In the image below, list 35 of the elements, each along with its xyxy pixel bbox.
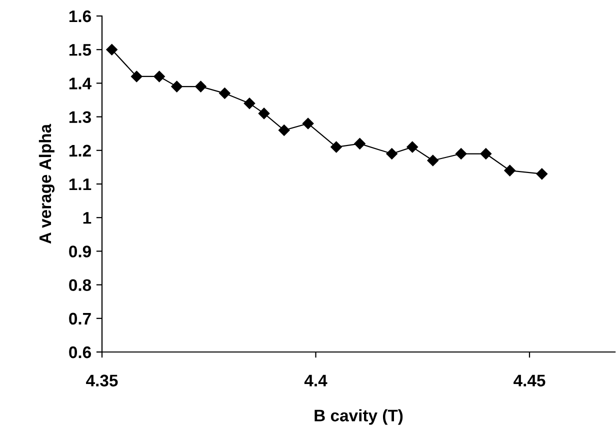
x-tick-label: 4.4 <box>304 374 328 386</box>
point <box>536 168 548 180</box>
x-tick-label: 4.35 <box>86 374 118 386</box>
point <box>480 148 492 160</box>
point <box>330 141 342 153</box>
point <box>131 70 142 82</box>
y-tick-label: 1 <box>83 212 92 224</box>
y-tick-label: 0.9 <box>69 246 91 258</box>
point <box>258 108 270 120</box>
point <box>195 80 206 92</box>
point <box>244 98 256 109</box>
y-tick-label: 0.8 <box>69 279 92 292</box>
point <box>455 148 467 160</box>
point <box>171 80 182 92</box>
point <box>154 70 165 82</box>
x-axis-title: B cavity (T) <box>314 409 403 425</box>
y-tick-label: 1.3 <box>69 111 91 124</box>
point <box>427 154 438 166</box>
point <box>302 118 314 130</box>
point <box>106 44 118 56</box>
y-tick-label: 1.5 <box>69 44 92 56</box>
point <box>278 124 290 136</box>
y-axis-title: A verage Alpha <box>38 124 55 244</box>
point <box>219 88 230 99</box>
x-tick-label: 4.45 <box>514 374 546 386</box>
y-tick-label: 1.6 <box>69 10 91 22</box>
point <box>386 148 398 160</box>
y-tick-label: 0.6 <box>69 346 91 358</box>
y-tick-label: 0.7 <box>69 312 91 325</box>
y-tick-label: 1.4 <box>69 78 92 90</box>
y-tick-label: 1.1 <box>69 178 92 190</box>
point <box>406 141 418 153</box>
point <box>354 138 366 150</box>
point <box>504 164 516 176</box>
y-tick-label: 1.2 <box>69 144 91 156</box>
